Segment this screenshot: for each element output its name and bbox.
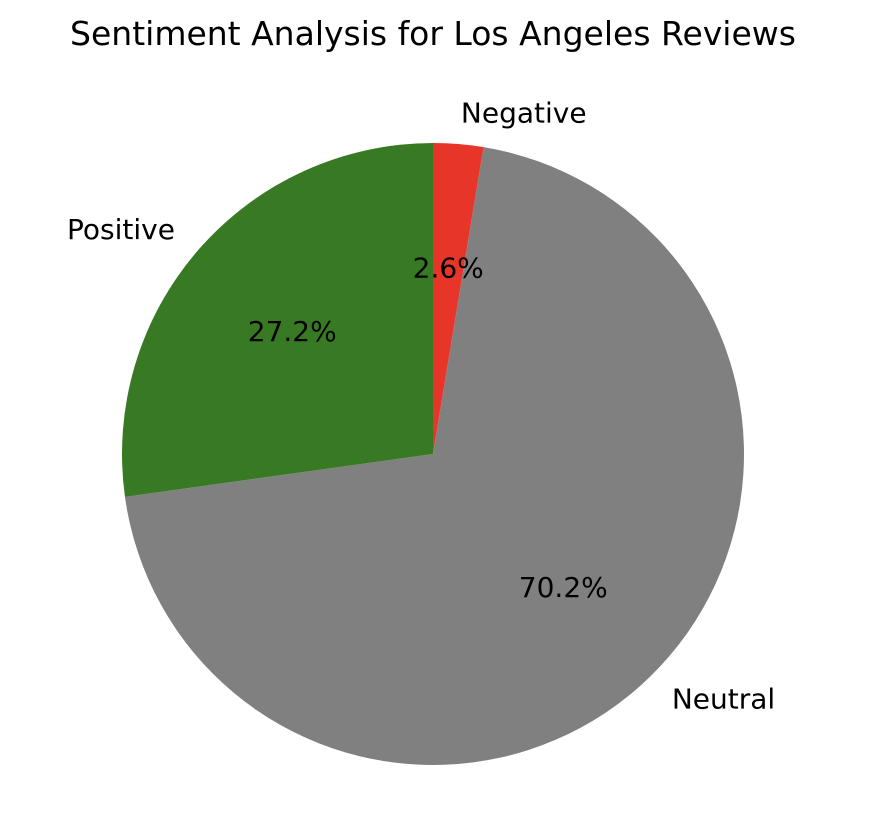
pie-labels: Negative 2.6% Neutral 70.2% Positive 27.2% bbox=[67, 97, 775, 716]
pie-slice-negative bbox=[433, 142, 484, 454]
slice-label-neutral: Neutral bbox=[672, 682, 775, 715]
pie-slice-positive bbox=[122, 143, 434, 497]
slice-label-positive: Positive bbox=[67, 213, 175, 246]
slice-percent-positive: 27.2% bbox=[248, 315, 337, 348]
chart-title: Sentiment Analysis for Los Angeles Revie… bbox=[70, 14, 796, 53]
pie-slices bbox=[122, 142, 745, 765]
slice-label-negative: Negative bbox=[461, 97, 587, 130]
pie-slice-neutral bbox=[124, 147, 745, 765]
slice-percent-negative: 2.6% bbox=[413, 252, 484, 285]
slice-percent-neutral: 70.2% bbox=[519, 571, 608, 604]
